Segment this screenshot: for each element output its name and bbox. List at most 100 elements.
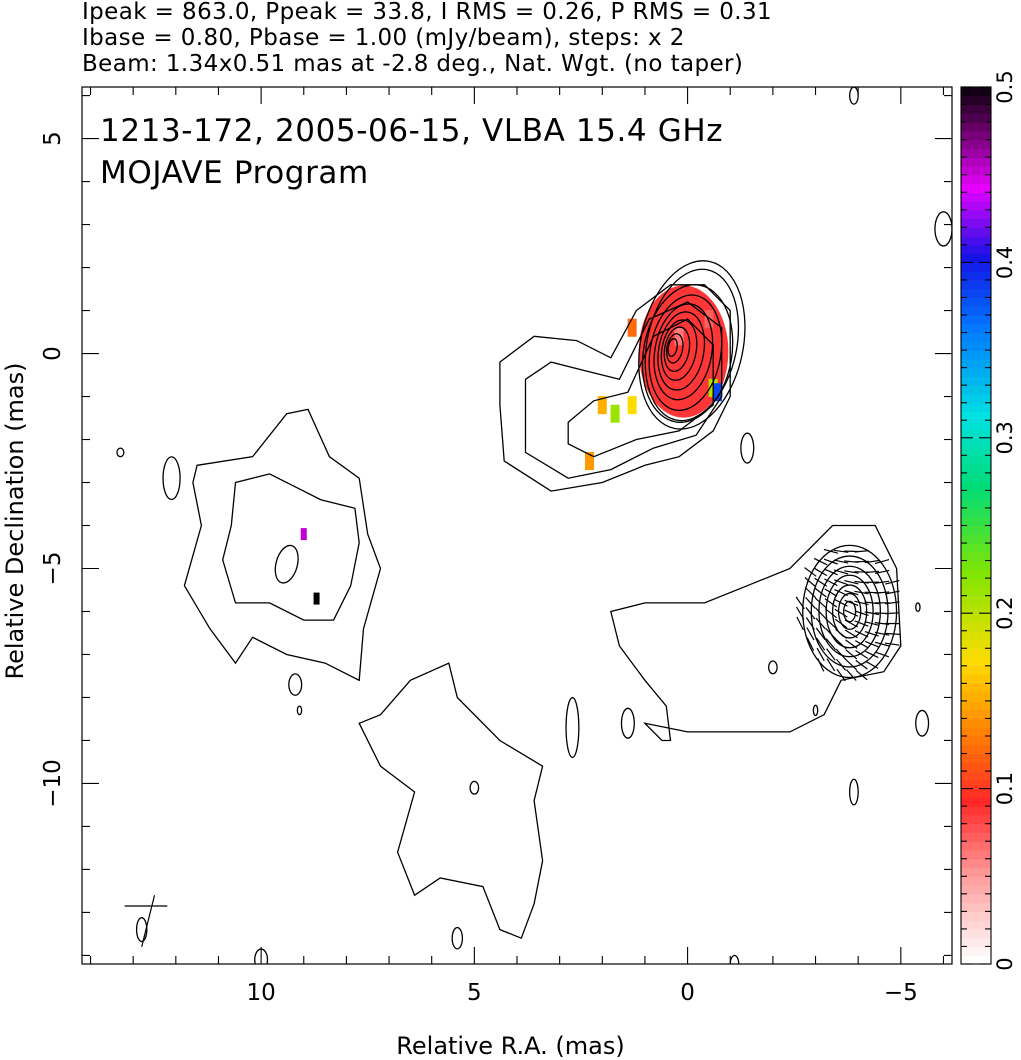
colorbar-cell bbox=[961, 823, 991, 833]
colorbar-cell bbox=[961, 893, 991, 904]
colorbar-cell bbox=[961, 806, 991, 816]
colorbar-cell bbox=[961, 429, 991, 439]
colorbar-cell bbox=[961, 464, 991, 474]
evpa-vector bbox=[885, 632, 900, 635]
contour-line bbox=[288, 673, 303, 696]
evpa-vector bbox=[816, 647, 825, 662]
colorbar-cell bbox=[961, 920, 991, 930]
contour-line bbox=[663, 326, 691, 373]
evpa-vector bbox=[855, 669, 868, 681]
evpa-vector bbox=[804, 587, 817, 599]
colorbar-cell bbox=[961, 762, 991, 772]
colorbar-cell bbox=[961, 332, 991, 342]
colorbar-cell bbox=[961, 358, 991, 369]
colorbar-cell bbox=[961, 157, 991, 167]
colorbar-cell bbox=[961, 692, 991, 702]
colorbar-cell bbox=[961, 420, 991, 430]
evpa-vector bbox=[813, 557, 828, 566]
contour-line bbox=[358, 662, 544, 940]
colorbar-cell bbox=[961, 849, 991, 860]
evpa-vector bbox=[795, 606, 805, 620]
evpa-vector bbox=[824, 608, 837, 619]
y-tick-label: 0 bbox=[40, 346, 66, 361]
colorbar-cell bbox=[961, 621, 991, 632]
contour-line bbox=[567, 318, 714, 458]
evpa-vector bbox=[806, 637, 815, 651]
colorbar-cell bbox=[961, 376, 991, 386]
colorbar-cell bbox=[961, 499, 991, 509]
evpa-vector bbox=[854, 550, 869, 553]
colorbar-cell bbox=[961, 472, 991, 483]
colorbar-cell bbox=[961, 262, 991, 272]
evpa-vector bbox=[816, 637, 826, 651]
colorbar-cell bbox=[961, 297, 991, 307]
evpa-vector bbox=[833, 569, 849, 575]
evpa-vector bbox=[823, 548, 839, 554]
evpa-vector bbox=[844, 599, 859, 606]
colorbar-cell bbox=[961, 560, 991, 570]
colorbar-cell bbox=[961, 648, 991, 658]
colorbar-tick-label: 0.2 bbox=[993, 596, 1017, 629]
colorbar-cell bbox=[961, 192, 991, 202]
contour-line bbox=[667, 338, 678, 358]
colorbar-cell bbox=[961, 797, 991, 807]
axis-ticks: 10 5 0 −5 5 0 −5 −10 bbox=[40, 87, 952, 1006]
colorbar-cell bbox=[961, 516, 991, 526]
colorbar-cell bbox=[961, 139, 991, 149]
evpa-vector bbox=[864, 640, 879, 648]
evpa-vector bbox=[823, 568, 838, 576]
colorbar-tick-label: 0.5 bbox=[993, 70, 1017, 103]
evpa-vector bbox=[844, 589, 859, 596]
colorbar-cell bbox=[961, 393, 991, 404]
colorbar-cell bbox=[961, 867, 991, 877]
evpa-vector bbox=[795, 596, 805, 610]
polarization-pixel bbox=[300, 528, 307, 541]
evpa-vector bbox=[834, 589, 849, 597]
colorbar-cell bbox=[961, 832, 991, 842]
colorbar-cell bbox=[961, 551, 991, 562]
colorbar-cell bbox=[961, 578, 991, 588]
contour-line bbox=[524, 301, 723, 479]
polarization-pixel bbox=[597, 396, 607, 415]
colorbar-cell bbox=[961, 858, 991, 869]
evpa-vector bbox=[836, 668, 846, 682]
colorbar-cell bbox=[961, 771, 991, 781]
colorbar-cell bbox=[961, 271, 991, 281]
evpa-vector bbox=[844, 619, 858, 628]
evpa-vector-layer bbox=[124, 548, 900, 947]
evpa-vector bbox=[885, 579, 900, 585]
evpa-vector bbox=[855, 649, 869, 659]
contour-line bbox=[162, 456, 181, 501]
y-tick-label: −5 bbox=[40, 552, 66, 586]
colorbar-cell bbox=[961, 201, 991, 211]
evpa-vector bbox=[805, 617, 815, 630]
evpa-vector bbox=[824, 578, 838, 587]
colorbar-cell bbox=[961, 700, 991, 711]
evpa-vector bbox=[885, 590, 900, 595]
colorbar-cell bbox=[961, 490, 991, 500]
evpa-vector bbox=[826, 648, 836, 661]
colorbar-cell bbox=[961, 613, 991, 623]
colorbar-cell bbox=[961, 788, 991, 798]
colorbar-cell bbox=[961, 683, 991, 693]
evpa-vector bbox=[804, 577, 817, 588]
plot-title-source: 1213-172, 2005-06-15, VLBA 15.4 GHz bbox=[100, 113, 724, 149]
colorbar-cell bbox=[961, 244, 991, 255]
evpa-vector bbox=[833, 549, 849, 553]
evpa-vector bbox=[814, 587, 827, 598]
colorbar-cell bbox=[961, 507, 991, 518]
colorbar-cell bbox=[961, 481, 991, 491]
contour-line bbox=[469, 780, 480, 795]
colorbar-tick-label: 0.3 bbox=[993, 421, 1017, 454]
evpa-vector bbox=[874, 580, 890, 584]
contour-line bbox=[620, 707, 635, 739]
evpa-vector bbox=[846, 669, 857, 681]
colorbar-cell bbox=[961, 937, 991, 947]
colorbar-cell bbox=[961, 718, 991, 728]
colorbar-cell bbox=[961, 604, 991, 614]
contour-line bbox=[915, 602, 921, 613]
colorbar-cell bbox=[961, 227, 991, 237]
colorbar-cell bbox=[961, 911, 991, 921]
header-line-3: Beam: 1.34x0.51 mas at -2.8 deg., Nat. W… bbox=[82, 51, 744, 77]
contour-line bbox=[653, 303, 714, 401]
